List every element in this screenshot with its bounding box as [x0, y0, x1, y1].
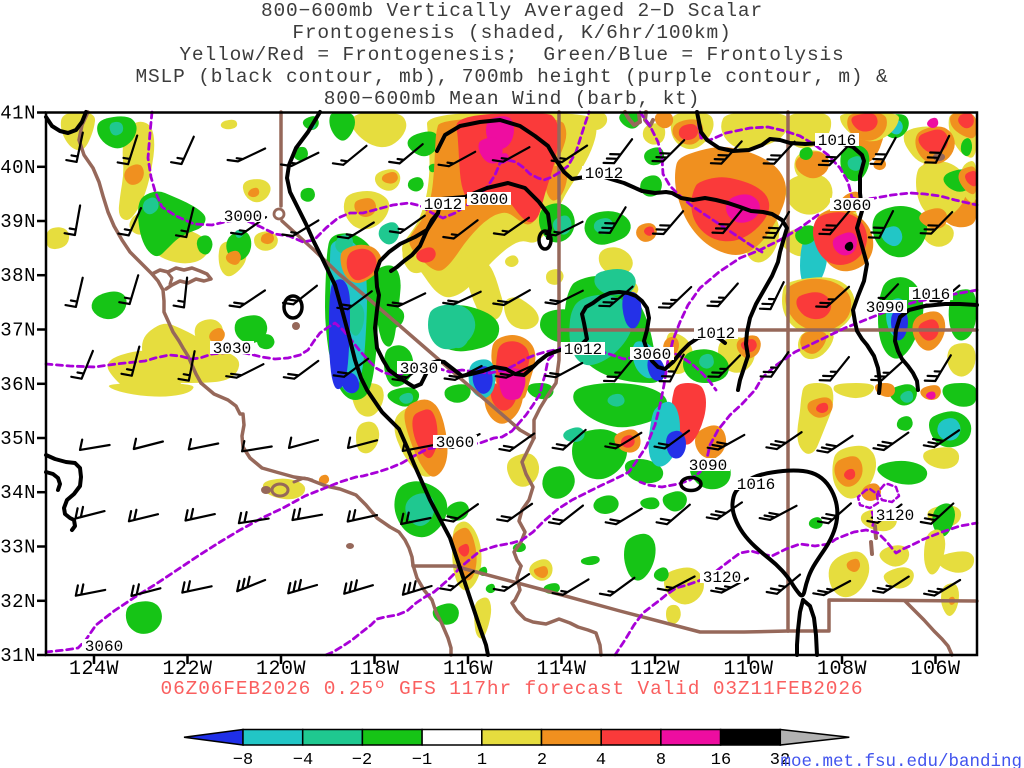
svg-text:800−600mb Mean Wind (barb, kt): 800−600mb Mean Wind (barb, kt)	[324, 88, 701, 110]
svg-text:3030: 3030	[213, 340, 251, 358]
svg-text:3060: 3060	[633, 346, 671, 364]
svg-text:−1: −1	[412, 751, 432, 768]
svg-text:124W: 124W	[69, 658, 119, 681]
svg-text:38N: 38N	[0, 265, 36, 287]
svg-text:108W: 108W	[817, 658, 867, 681]
svg-text:112W: 112W	[630, 658, 680, 681]
svg-text:36N: 36N	[0, 374, 36, 396]
svg-text:3090: 3090	[866, 299, 904, 317]
svg-text:3120: 3120	[876, 507, 914, 525]
svg-text:moe.met.fsu.edu/banding: moe.met.fsu.edu/banding	[780, 752, 1022, 768]
svg-text:3000: 3000	[470, 191, 508, 209]
svg-text:1016: 1016	[912, 286, 950, 304]
svg-text:1012: 1012	[585, 165, 623, 183]
svg-text:16: 16	[711, 751, 731, 768]
svg-text:39N: 39N	[0, 211, 36, 233]
svg-text:106W: 106W	[910, 658, 960, 681]
svg-text:800−600mb Vertically Averaged: 800−600mb Vertically Averaged 2−D Scalar	[261, 0, 763, 22]
svg-text:33N: 33N	[0, 537, 36, 559]
svg-text:Yellow/Red = Frontogenesis; G: Yellow/Red = Frontogenesis; Green/Blue =…	[179, 44, 844, 66]
svg-text:122W: 122W	[162, 658, 212, 681]
svg-text:1012: 1012	[564, 341, 602, 359]
svg-text:120W: 120W	[256, 658, 306, 681]
svg-text:3090: 3090	[689, 457, 727, 475]
svg-text:3030: 3030	[400, 360, 438, 378]
svg-text:−4: −4	[293, 751, 313, 768]
svg-text:1: 1	[477, 751, 487, 768]
svg-text:1012: 1012	[424, 196, 462, 214]
svg-text:32N: 32N	[0, 591, 36, 613]
svg-text:35N: 35N	[0, 428, 36, 450]
svg-text:3060: 3060	[85, 638, 123, 656]
svg-text:116W: 116W	[443, 658, 493, 681]
svg-text:2: 2	[537, 751, 547, 768]
svg-text:3120: 3120	[703, 569, 741, 587]
svg-text:1012: 1012	[697, 325, 735, 343]
svg-text:1016: 1016	[737, 476, 775, 494]
svg-text:37N: 37N	[0, 320, 36, 342]
svg-text:3060: 3060	[436, 434, 474, 452]
svg-text:3060: 3060	[833, 197, 871, 215]
svg-text:3000: 3000	[224, 208, 262, 226]
svg-text:31N: 31N	[0, 645, 36, 667]
svg-text:06Z06FEB2026 0.25º GFS 117hr f: 06Z06FEB2026 0.25º GFS 117hr forecast Va…	[161, 678, 864, 700]
svg-text:110W: 110W	[723, 658, 773, 681]
svg-text:8: 8	[656, 751, 666, 768]
svg-text:Frontogenesis (shaded, K/6hr/1: Frontogenesis (shaded, K/6hr/100km)	[292, 22, 731, 44]
svg-text:41N: 41N	[0, 103, 36, 125]
svg-text:4: 4	[596, 751, 606, 768]
svg-text:MSLP (black contour, mb), 700m: MSLP (black contour, mb), 700mb height (…	[135, 66, 888, 88]
svg-text:114W: 114W	[536, 658, 586, 681]
svg-text:34N: 34N	[0, 482, 36, 504]
svg-text:−2: −2	[352, 751, 372, 768]
svg-text:32: 32	[770, 751, 790, 768]
svg-text:40N: 40N	[0, 157, 36, 179]
svg-text:118W: 118W	[349, 658, 399, 681]
svg-text:−8: −8	[233, 751, 253, 768]
svg-text:1016: 1016	[818, 132, 856, 150]
